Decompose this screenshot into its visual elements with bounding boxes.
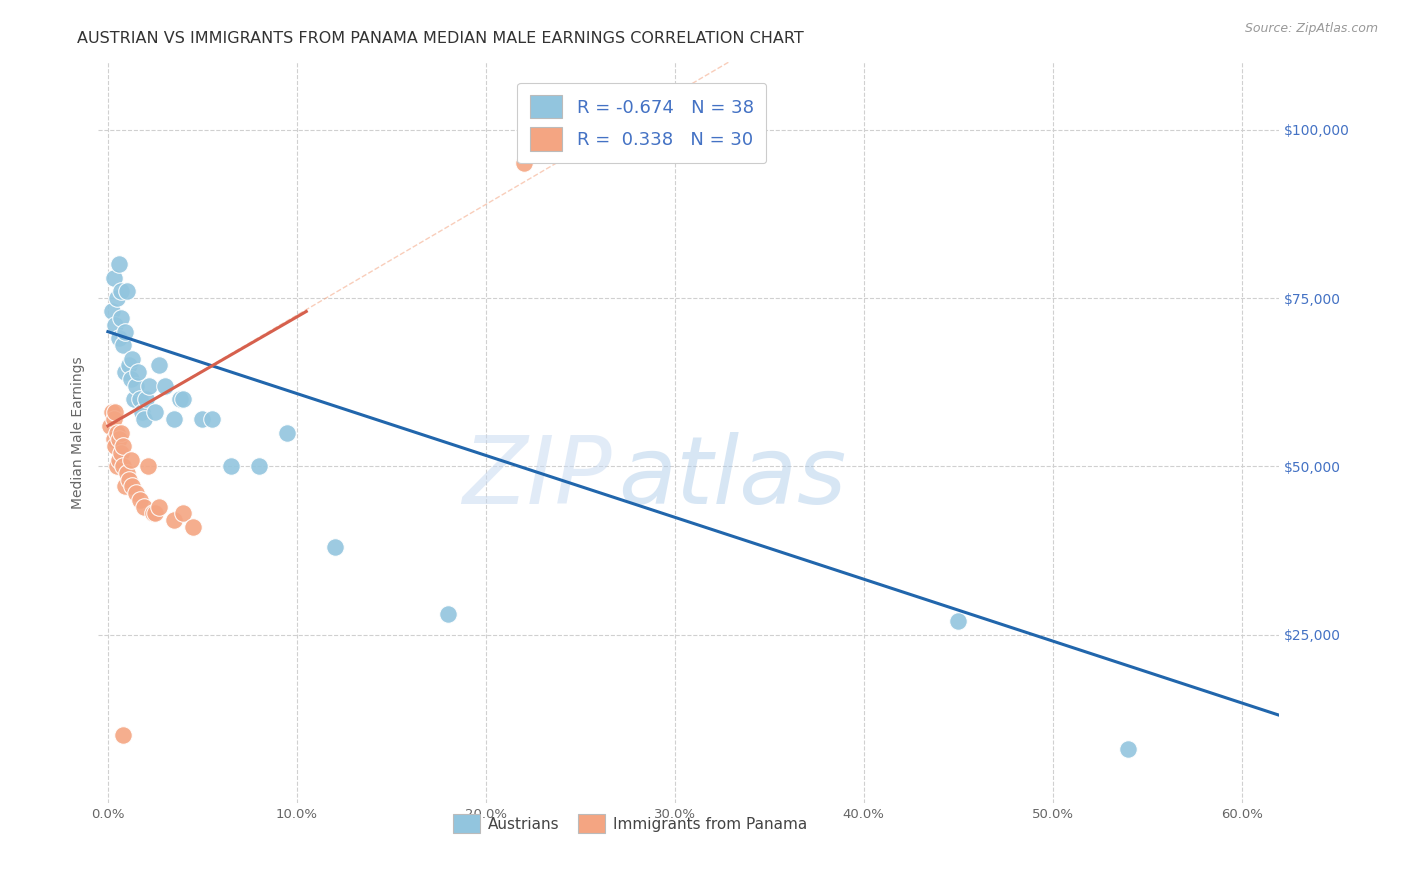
Point xyxy=(118,473,141,487)
Point xyxy=(110,311,132,326)
Point xyxy=(127,365,149,379)
Point xyxy=(111,439,134,453)
Point xyxy=(118,359,141,373)
Point xyxy=(105,425,128,440)
Point xyxy=(120,372,142,386)
Point xyxy=(125,486,148,500)
Point xyxy=(98,418,121,433)
Point xyxy=(115,466,138,480)
Point xyxy=(108,433,131,447)
Point xyxy=(105,291,128,305)
Point xyxy=(148,500,170,514)
Point xyxy=(143,507,166,521)
Point xyxy=(114,365,136,379)
Point xyxy=(105,459,128,474)
Point xyxy=(138,378,160,392)
Point xyxy=(163,513,186,527)
Point xyxy=(142,507,165,521)
Point xyxy=(115,285,138,299)
Point xyxy=(110,446,132,460)
Point xyxy=(114,479,136,493)
Point xyxy=(129,392,152,406)
Point xyxy=(110,285,132,299)
Point xyxy=(124,392,146,406)
Point xyxy=(114,325,136,339)
Point xyxy=(120,452,142,467)
Point xyxy=(181,520,204,534)
Point xyxy=(323,540,346,554)
Point xyxy=(111,729,134,743)
Point xyxy=(163,412,186,426)
Point xyxy=(276,425,298,440)
Point xyxy=(135,392,157,406)
Point xyxy=(121,351,143,366)
Point xyxy=(172,392,194,406)
Point xyxy=(108,331,131,345)
Point xyxy=(103,270,125,285)
Point xyxy=(129,492,152,507)
Point xyxy=(437,607,460,622)
Text: atlas: atlas xyxy=(619,432,846,523)
Text: Source: ZipAtlas.com: Source: ZipAtlas.com xyxy=(1244,22,1378,36)
Y-axis label: Median Male Earnings: Median Male Earnings xyxy=(72,356,86,509)
Text: ZIP: ZIP xyxy=(463,432,612,523)
Point xyxy=(104,405,127,419)
Point xyxy=(100,304,122,318)
Point xyxy=(136,459,159,474)
Point xyxy=(247,459,270,474)
Point xyxy=(169,392,191,406)
Point xyxy=(201,412,224,426)
Point xyxy=(143,405,166,419)
Point xyxy=(108,452,131,467)
Point xyxy=(121,479,143,493)
Point xyxy=(131,405,153,419)
Point xyxy=(172,507,194,521)
Point xyxy=(191,412,214,426)
Point xyxy=(100,405,122,419)
Point xyxy=(108,257,131,271)
Point xyxy=(103,412,125,426)
Point xyxy=(132,500,155,514)
Point xyxy=(219,459,242,474)
Point xyxy=(125,378,148,392)
Point xyxy=(948,614,970,628)
Point xyxy=(153,378,176,392)
Point xyxy=(111,338,134,352)
Point xyxy=(103,433,125,447)
Point xyxy=(132,412,155,426)
Point xyxy=(104,318,127,332)
Point xyxy=(1116,742,1139,756)
Point xyxy=(110,425,132,440)
Point xyxy=(148,359,170,373)
Legend: Austrians, Immigrants from Panama: Austrians, Immigrants from Panama xyxy=(447,808,813,839)
Point xyxy=(512,156,534,170)
Point xyxy=(111,459,134,474)
Point xyxy=(104,439,127,453)
Text: AUSTRIAN VS IMMIGRANTS FROM PANAMA MEDIAN MALE EARNINGS CORRELATION CHART: AUSTRIAN VS IMMIGRANTS FROM PANAMA MEDIA… xyxy=(77,31,804,46)
